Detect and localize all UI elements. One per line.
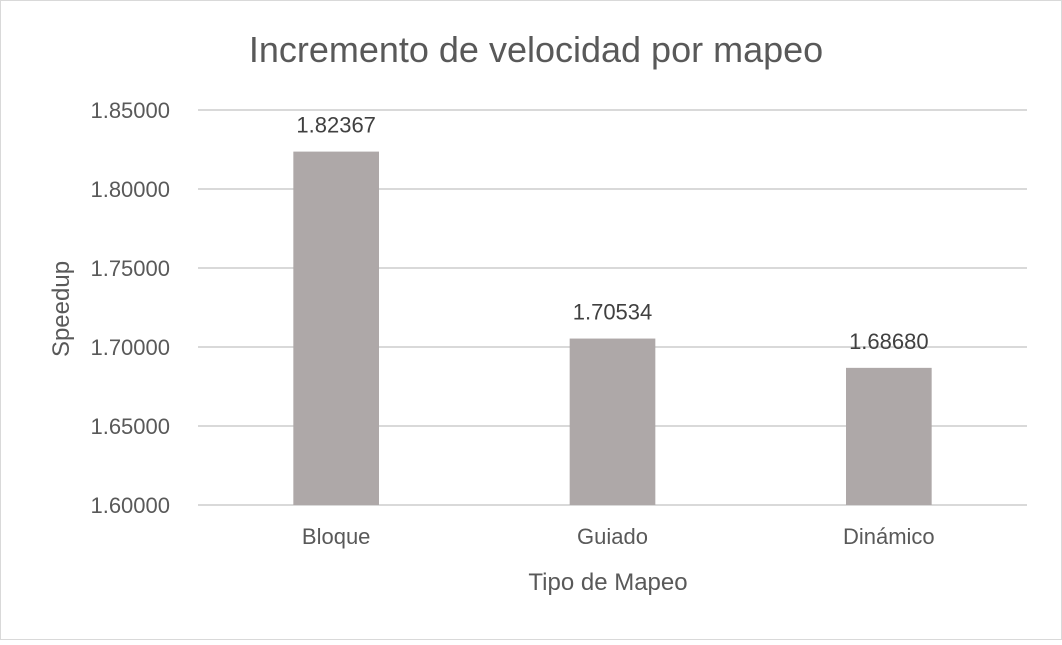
y-axis-ticks: 1.60000 1.65000 1.70000 1.75000 1.80000 1.850… bbox=[90, 98, 170, 518]
y-tick-label: 1.75000 bbox=[90, 256, 170, 281]
y-tick-label: 1.65000 bbox=[90, 414, 170, 439]
bars bbox=[293, 151, 932, 506]
y-axis-title: Speedup bbox=[48, 261, 75, 357]
y-tick-label: 1.80000 bbox=[90, 177, 170, 202]
data-labels: 1.82367 1.70534 1.68680 bbox=[296, 113, 928, 354]
x-tick-label: Guiado bbox=[577, 524, 648, 549]
x-tick-label: Dinámico bbox=[843, 524, 935, 549]
chart-title: Incremento de velocidad por mapeo bbox=[249, 29, 823, 70]
bar-value-label: 1.70534 bbox=[573, 300, 653, 325]
bar bbox=[846, 367, 932, 505]
bar bbox=[569, 338, 656, 505]
x-axis-ticks: Bloque Guiado Dinámico bbox=[302, 524, 935, 549]
x-axis-title: Tipo de Mapeo bbox=[528, 569, 687, 596]
y-tick-label: 1.70000 bbox=[90, 335, 170, 360]
bar-value-label: 1.68680 bbox=[849, 329, 929, 354]
bar-value-label: 1.82367 bbox=[296, 113, 376, 138]
y-tick-label: 1.85000 bbox=[90, 98, 170, 123]
y-tick-label: 1.60000 bbox=[90, 493, 170, 518]
bar bbox=[293, 151, 379, 506]
x-tick-label: Bloque bbox=[302, 524, 371, 549]
